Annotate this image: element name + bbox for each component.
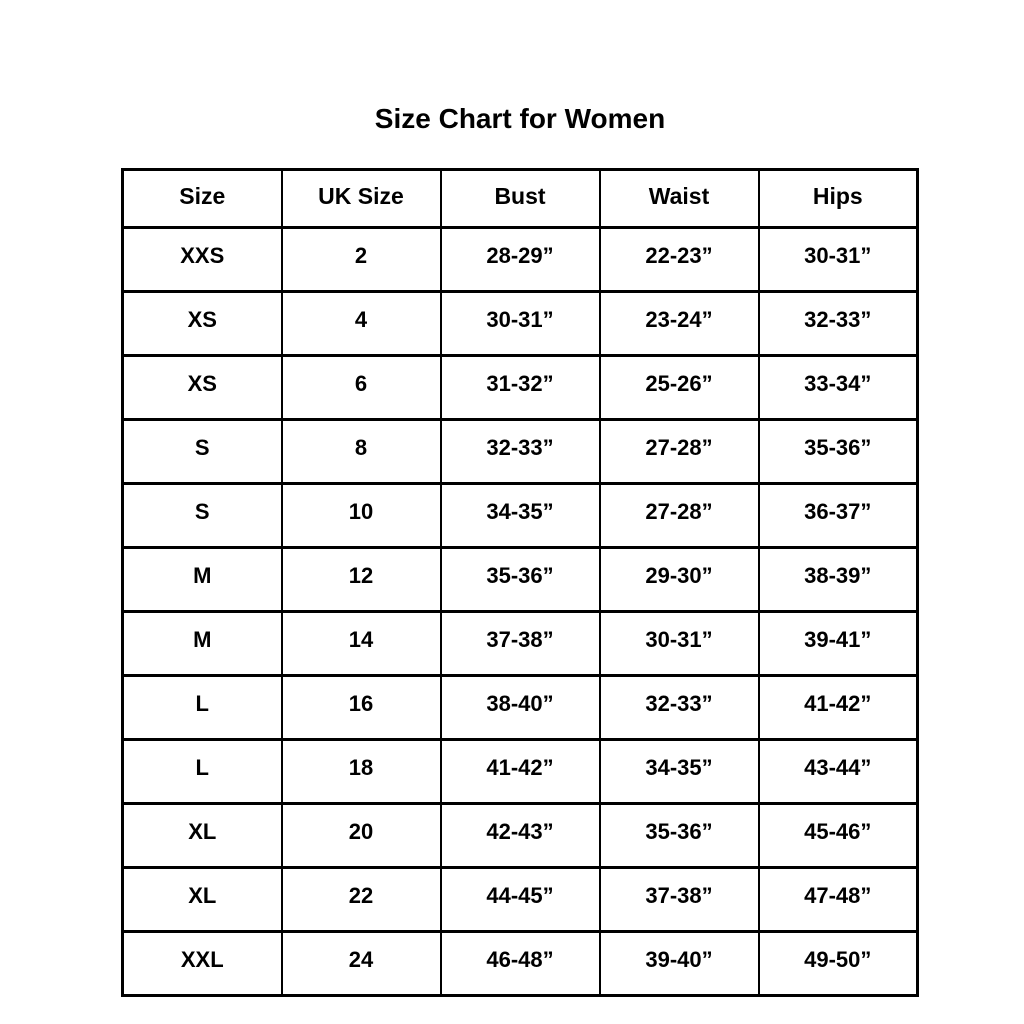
table-cell: 25-26” xyxy=(598,354,760,421)
table-cell: 44-45” xyxy=(439,866,601,933)
table-cell: 47-48” xyxy=(757,866,919,933)
table-cell: 22-23” xyxy=(598,226,760,293)
table-cell: XL xyxy=(121,802,283,869)
table-cell: 2 xyxy=(280,226,442,293)
table-cell: XS xyxy=(121,290,283,357)
table-cell: 27-28” xyxy=(598,482,760,549)
table-row: XS 6 31-32” 25-26” 33-34” xyxy=(121,354,919,421)
column-header: Bust xyxy=(439,168,601,229)
table-cell: 31-32” xyxy=(439,354,601,421)
table-cell: 49-50” xyxy=(757,930,919,997)
table-cell: 30-31” xyxy=(598,610,760,677)
table-row: XL 20 42-43” 35-36” 45-46” xyxy=(121,802,919,869)
table-cell: 20 xyxy=(280,802,442,869)
table-cell: 29-30” xyxy=(598,546,760,613)
column-header: Hips xyxy=(757,168,919,229)
table-cell: S xyxy=(121,482,283,549)
column-header: Waist xyxy=(598,168,760,229)
table-cell: 18 xyxy=(280,738,442,805)
table-cell: 35-36” xyxy=(598,802,760,869)
table-cell: 39-40” xyxy=(598,930,760,997)
table-cell: 41-42” xyxy=(439,738,601,805)
table-cell: 33-34” xyxy=(757,354,919,421)
table-header: Size UK Size Bust Waist Hips xyxy=(121,168,919,229)
table-cell: XXS xyxy=(121,226,283,293)
table-row: XXS 2 28-29” 22-23” 30-31” xyxy=(121,226,919,293)
table-row: M 14 37-38” 30-31” 39-41” xyxy=(121,610,919,677)
table-cell: 41-42” xyxy=(757,674,919,741)
table-cell: 43-44” xyxy=(757,738,919,805)
table-cell: 38-40” xyxy=(439,674,601,741)
table-cell: 14 xyxy=(280,610,442,677)
table-cell: L xyxy=(121,674,283,741)
table-cell: 16 xyxy=(280,674,442,741)
table-row: L 18 41-42” 34-35” 43-44” xyxy=(121,738,919,805)
table-cell: 37-38” xyxy=(598,866,760,933)
table-cell: 46-48” xyxy=(439,930,601,997)
table-cell: 34-35” xyxy=(439,482,601,549)
table-cell: XS xyxy=(121,354,283,421)
page-title: Size Chart for Women xyxy=(374,103,666,134)
table-row: L 16 38-40” 32-33” 41-42” xyxy=(121,674,919,741)
table-row: XXL 24 46-48” 39-40” 49-50” xyxy=(121,930,919,997)
table-cell: 8 xyxy=(280,418,442,485)
table-cell: 35-36” xyxy=(757,418,919,485)
table-cell: 30-31” xyxy=(439,290,601,357)
table-body: XXS 2 28-29” 22-23” 30-31” XS 4 30-31” 23-24” 32-… xyxy=(121,226,919,997)
header-row: Size UK Size Bust Waist Hips xyxy=(121,168,919,229)
table-cell: XXL xyxy=(121,930,283,997)
column-header: UK Size xyxy=(280,168,442,229)
table-cell: 24 xyxy=(280,930,442,997)
table-cell: 32-33” xyxy=(598,674,760,741)
table-cell: 22 xyxy=(280,866,442,933)
table-cell: 4 xyxy=(280,290,442,357)
table-cell: 30-31” xyxy=(757,226,919,293)
table-cell: 36-37” xyxy=(757,482,919,549)
table-cell: 38-39” xyxy=(757,546,919,613)
table-cell: 32-33” xyxy=(757,290,919,357)
table-cell: L xyxy=(121,738,283,805)
table-cell: M xyxy=(121,546,283,613)
table-cell: 12 xyxy=(280,546,442,613)
table-cell: 27-28” xyxy=(598,418,760,485)
size-chart-table: Size UK Size Bust Waist Hips XXS 2 28-29” 22-23… xyxy=(121,168,919,997)
table-cell: 23-24” xyxy=(598,290,760,357)
table-cell: 42-43” xyxy=(439,802,601,869)
column-header: Size xyxy=(121,168,283,229)
table-cell: S xyxy=(121,418,283,485)
table-cell: 10 xyxy=(280,482,442,549)
table-cell: 37-38” xyxy=(439,610,601,677)
table-cell: 34-35” xyxy=(598,738,760,805)
table-cell: 6 xyxy=(280,354,442,421)
table-cell: 45-46” xyxy=(757,802,919,869)
table-row: S 10 34-35” 27-28” 36-37” xyxy=(121,482,919,549)
table-cell: M xyxy=(121,610,283,677)
table-cell: 39-41” xyxy=(757,610,919,677)
table-cell: 32-33” xyxy=(439,418,601,485)
table-row: M 12 35-36” 29-30” 38-39” xyxy=(121,546,919,613)
table-cell: 35-36” xyxy=(439,546,601,613)
table-cell: XL xyxy=(121,866,283,933)
table-cell: 28-29” xyxy=(439,226,601,293)
table-row: XL 22 44-45” 37-38” 47-48” xyxy=(121,866,919,933)
table-row: S 8 32-33” 27-28” 35-36” xyxy=(121,418,919,485)
table-row: XS 4 30-31” 23-24” 32-33” xyxy=(121,290,919,357)
